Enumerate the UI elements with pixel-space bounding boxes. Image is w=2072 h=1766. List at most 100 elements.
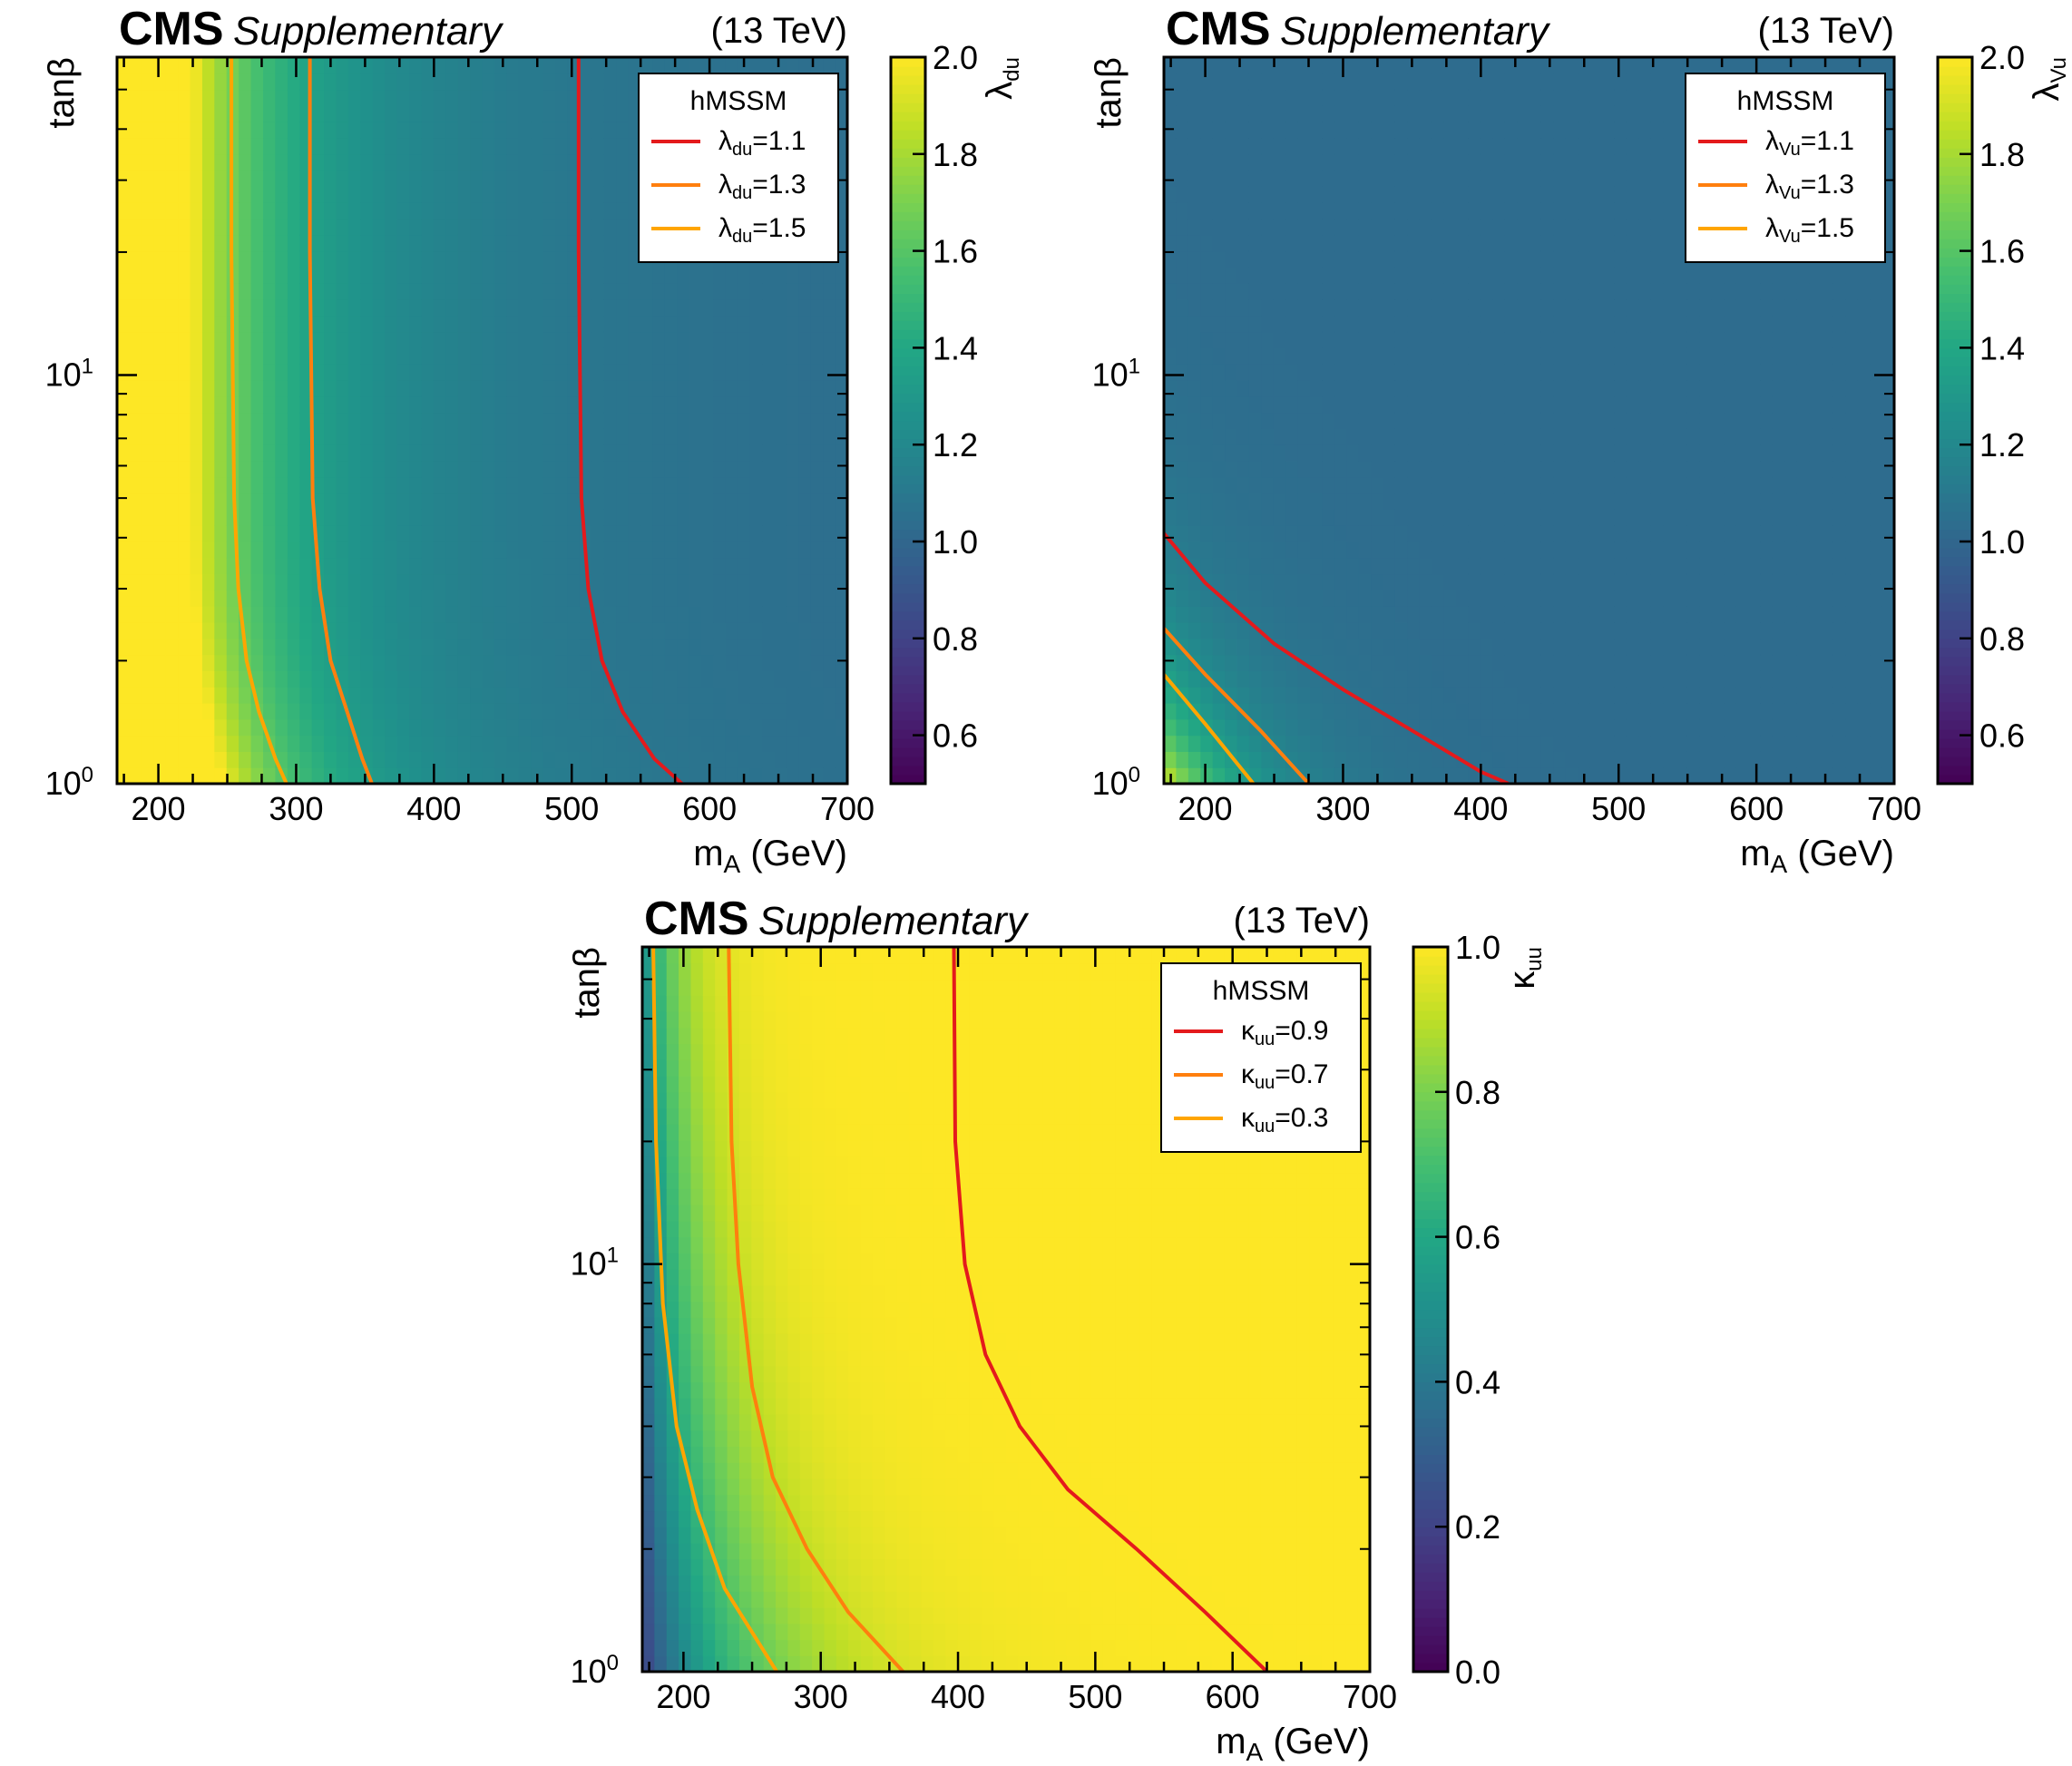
heatmap-cell (1711, 573, 1725, 590)
heatmap-cell (1407, 461, 1421, 478)
heatmap-cell (421, 590, 435, 607)
heatmap-cell (129, 654, 142, 671)
heatmap-cell (396, 395, 410, 414)
heatmap-cell (835, 395, 848, 414)
heatmap-cell (1200, 73, 1214, 91)
heatmap-cell (1663, 186, 1676, 203)
heatmap-cell (445, 250, 459, 268)
heatmap-cell (1187, 347, 1201, 365)
heatmap-cell (250, 153, 264, 171)
heatmap-cell (1468, 557, 1481, 575)
heatmap-cell (409, 444, 423, 462)
heatmap-cell (347, 509, 361, 526)
heatmap-cell (1589, 57, 1603, 74)
heatmap-cell (372, 219, 386, 236)
heatmap-cell (506, 122, 520, 139)
heatmap-cell (1650, 557, 1664, 575)
heatmap-cell (275, 525, 288, 542)
heatmap-cell (165, 557, 179, 575)
heatmap-cell (1626, 138, 1639, 155)
heatmap-cell (1578, 202, 1591, 220)
heatmap-cell (1699, 461, 1713, 478)
heatmap-cell (567, 412, 581, 429)
heatmap-cell (409, 234, 423, 252)
heatmap-cell (701, 412, 715, 429)
heatmap-cell (603, 219, 617, 236)
heatmap-cell (1394, 461, 1408, 478)
heatmap-cell (774, 687, 787, 704)
heatmap-cell (640, 687, 653, 704)
heatmap-cell (1236, 250, 1250, 268)
heatmap-cell (823, 395, 836, 414)
heatmap-cell (1200, 105, 1214, 122)
heatmap-cell (810, 606, 824, 623)
heatmap-cell (762, 283, 776, 300)
heatmap-cell (178, 654, 191, 671)
heatmap-cell (1432, 283, 1445, 300)
heatmap-cell (165, 622, 179, 639)
heatmap-cell (263, 380, 277, 397)
heatmap-cell (1614, 138, 1627, 155)
heatmap-cell (518, 751, 532, 768)
heatmap-cell (1565, 718, 1578, 737)
heatmap-cell (1589, 444, 1603, 462)
heatmap-cell (311, 89, 325, 106)
heatmap-cell (239, 509, 252, 526)
heatmap-cell (141, 73, 154, 91)
heatmap-cell (628, 735, 641, 752)
heatmap-cell (835, 444, 848, 462)
heatmap-cell (178, 476, 191, 494)
heatmap-cell (628, 638, 641, 656)
heatmap-cell (250, 461, 264, 478)
heatmap-cell (1285, 186, 1299, 203)
heatmap-cell (214, 542, 228, 559)
heatmap-cell (835, 670, 848, 688)
heatmap-cell (396, 638, 410, 656)
heatmap-cell (1248, 89, 1262, 106)
heatmap-cell (445, 299, 459, 317)
heatmap-cell (1578, 703, 1591, 720)
heatmap-cell (482, 654, 495, 671)
heatmap-cell (482, 590, 495, 607)
heatmap-cell (421, 73, 435, 91)
heatmap-cell (1517, 557, 1530, 575)
heatmap-cell (214, 573, 228, 590)
heatmap-cell (506, 590, 520, 607)
heatmap-cell (1346, 395, 1360, 414)
heatmap-cell (165, 509, 179, 526)
heatmap-cell (360, 283, 374, 300)
heatmap-cell (336, 202, 349, 220)
heatmap-cell (482, 542, 495, 559)
heatmap-cell (762, 331, 776, 348)
heatmap-cell (1711, 525, 1725, 542)
heatmap-cell (311, 315, 325, 333)
heatmap-cell (616, 606, 630, 623)
heatmap-cell (445, 767, 459, 785)
heatmap-cell (1176, 606, 1189, 623)
heatmap-cell (579, 267, 592, 284)
heatmap-cell (555, 444, 569, 462)
heatmap-cell (1614, 444, 1627, 462)
heatmap-cell (1565, 170, 1578, 187)
heatmap-cell (360, 493, 374, 510)
heatmap-cell (385, 331, 398, 348)
heatmap-cell (129, 186, 142, 203)
heatmap-cell (774, 461, 787, 478)
heatmap-cell (1261, 186, 1275, 203)
heatmap-cell (275, 670, 288, 688)
heatmap-cell (117, 542, 131, 559)
heatmap-cell (311, 202, 325, 220)
heatmap-cell (1492, 122, 1506, 139)
heatmap-cell (470, 718, 484, 737)
heatmap-cell (385, 73, 398, 91)
heatmap-cell (1419, 412, 1432, 429)
heatmap-cell (311, 638, 325, 656)
heatmap-cell (1273, 395, 1286, 414)
heatmap-cell (1273, 267, 1286, 284)
heatmap-cell (445, 380, 459, 397)
heatmap-cell (1419, 347, 1432, 365)
heatmap-cell (1626, 395, 1639, 414)
heatmap-cell (1686, 638, 1700, 656)
heatmap-cell (1394, 573, 1408, 590)
heatmap-cell (1236, 525, 1250, 542)
